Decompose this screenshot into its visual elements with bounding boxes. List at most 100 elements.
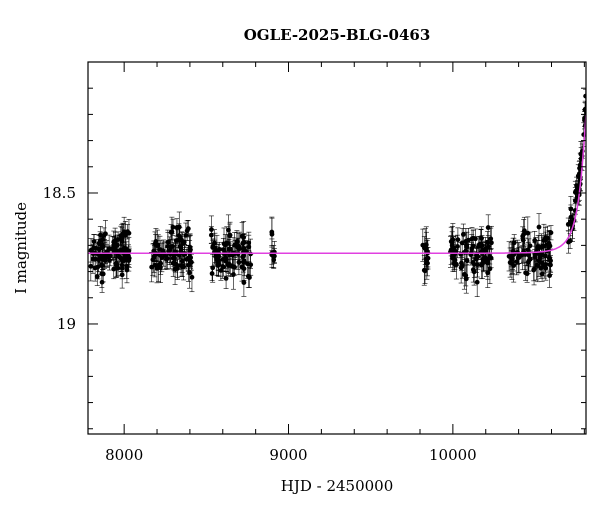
data-point: [583, 93, 586, 99]
data-point: [119, 272, 125, 278]
data-point: [540, 243, 546, 249]
data-point: [471, 262, 477, 267]
data-point: [100, 237, 106, 242]
x-axis-label: HJD - 2450000: [281, 477, 394, 495]
data-point: [164, 256, 170, 261]
data-point: [126, 253, 131, 259]
data-point: [236, 259, 242, 265]
data-point: [153, 239, 159, 244]
data-point: [473, 236, 478, 242]
data-point: [170, 224, 176, 230]
data-point: [124, 267, 130, 273]
data-point: [210, 265, 216, 271]
data-point: [455, 237, 461, 243]
data-point: [124, 263, 130, 269]
data-point: [217, 246, 222, 252]
data-point: [565, 221, 571, 227]
data-point: [241, 280, 247, 285]
data-point: [547, 255, 553, 261]
data-point: [183, 232, 189, 238]
data-point: [470, 267, 476, 273]
data-point: [220, 264, 226, 270]
y-tick-label: 18.5: [43, 184, 76, 202]
data-point: [479, 243, 485, 248]
data-point: [535, 245, 540, 251]
data-point: [184, 228, 190, 234]
data-point: [181, 239, 187, 245]
data-point: [547, 273, 552, 278]
data-point: [209, 271, 215, 276]
data-point: [463, 238, 469, 244]
data-point: [245, 261, 251, 267]
data-point: [455, 244, 460, 249]
data-point: [99, 245, 105, 250]
data-point: [459, 240, 465, 246]
data-point: [567, 238, 573, 244]
data-point: [464, 258, 470, 264]
data-point: [111, 244, 117, 250]
plot-frame: [87, 61, 587, 435]
observation-season: [565, 88, 586, 254]
y-tick-label: 19: [57, 315, 76, 333]
data-point: [121, 230, 127, 236]
data-point: [119, 262, 125, 268]
data-point: [464, 242, 470, 248]
data-point: [531, 266, 537, 272]
data-point: [421, 245, 427, 251]
data-point: [240, 254, 246, 260]
data-point: [543, 235, 548, 240]
data-point: [234, 238, 240, 244]
data-point: [269, 231, 275, 237]
data-point: [121, 246, 127, 252]
data-point: [111, 266, 117, 272]
data-point: [223, 258, 229, 264]
data-point: [222, 242, 228, 248]
data-point: [481, 256, 487, 262]
data-point: [103, 231, 108, 237]
data-point: [534, 262, 540, 268]
data-point: [271, 257, 277, 263]
data-point: [450, 255, 456, 261]
data-point: [525, 259, 531, 265]
data-point: [460, 231, 466, 237]
data-point: [115, 265, 121, 271]
data-point: [516, 255, 522, 260]
data-point: [484, 259, 489, 265]
data-point: [102, 258, 108, 263]
data-point: [227, 233, 233, 239]
data-point: [485, 240, 490, 245]
data-point: [174, 266, 180, 271]
data-point: [106, 246, 112, 252]
x-tick-label: 10000: [429, 446, 477, 464]
data-point: [223, 275, 229, 281]
observation-season: [420, 226, 431, 286]
data-point: [520, 233, 526, 239]
data-point: [172, 255, 177, 261]
data-point: [479, 235, 484, 241]
data-point: [189, 274, 195, 280]
y-axis-label: I magnitude: [12, 202, 30, 294]
data-point: [536, 224, 542, 230]
data-point: [526, 252, 532, 258]
data-point: [485, 225, 491, 230]
x-tick-label: 9000: [269, 446, 307, 464]
data-point: [125, 229, 130, 235]
axis-ticks: 8000 9000 10000 18.5 19: [43, 62, 586, 464]
observation-season: [208, 214, 254, 297]
data-point: [475, 254, 481, 260]
data-point: [489, 240, 494, 246]
data-point: [532, 238, 538, 243]
data-point: [100, 263, 105, 269]
model-curve: [88, 114, 586, 254]
data-point: [542, 253, 548, 259]
data-point: [450, 237, 456, 243]
data-point: [215, 263, 221, 268]
data-point: [176, 224, 182, 230]
data-point: [231, 272, 236, 277]
data-point: [209, 227, 214, 232]
data-point: [212, 245, 218, 251]
observation-season: [506, 213, 554, 288]
data-point: [158, 261, 164, 266]
chart-title: OGLE-2025-BLG-0463: [244, 26, 431, 44]
